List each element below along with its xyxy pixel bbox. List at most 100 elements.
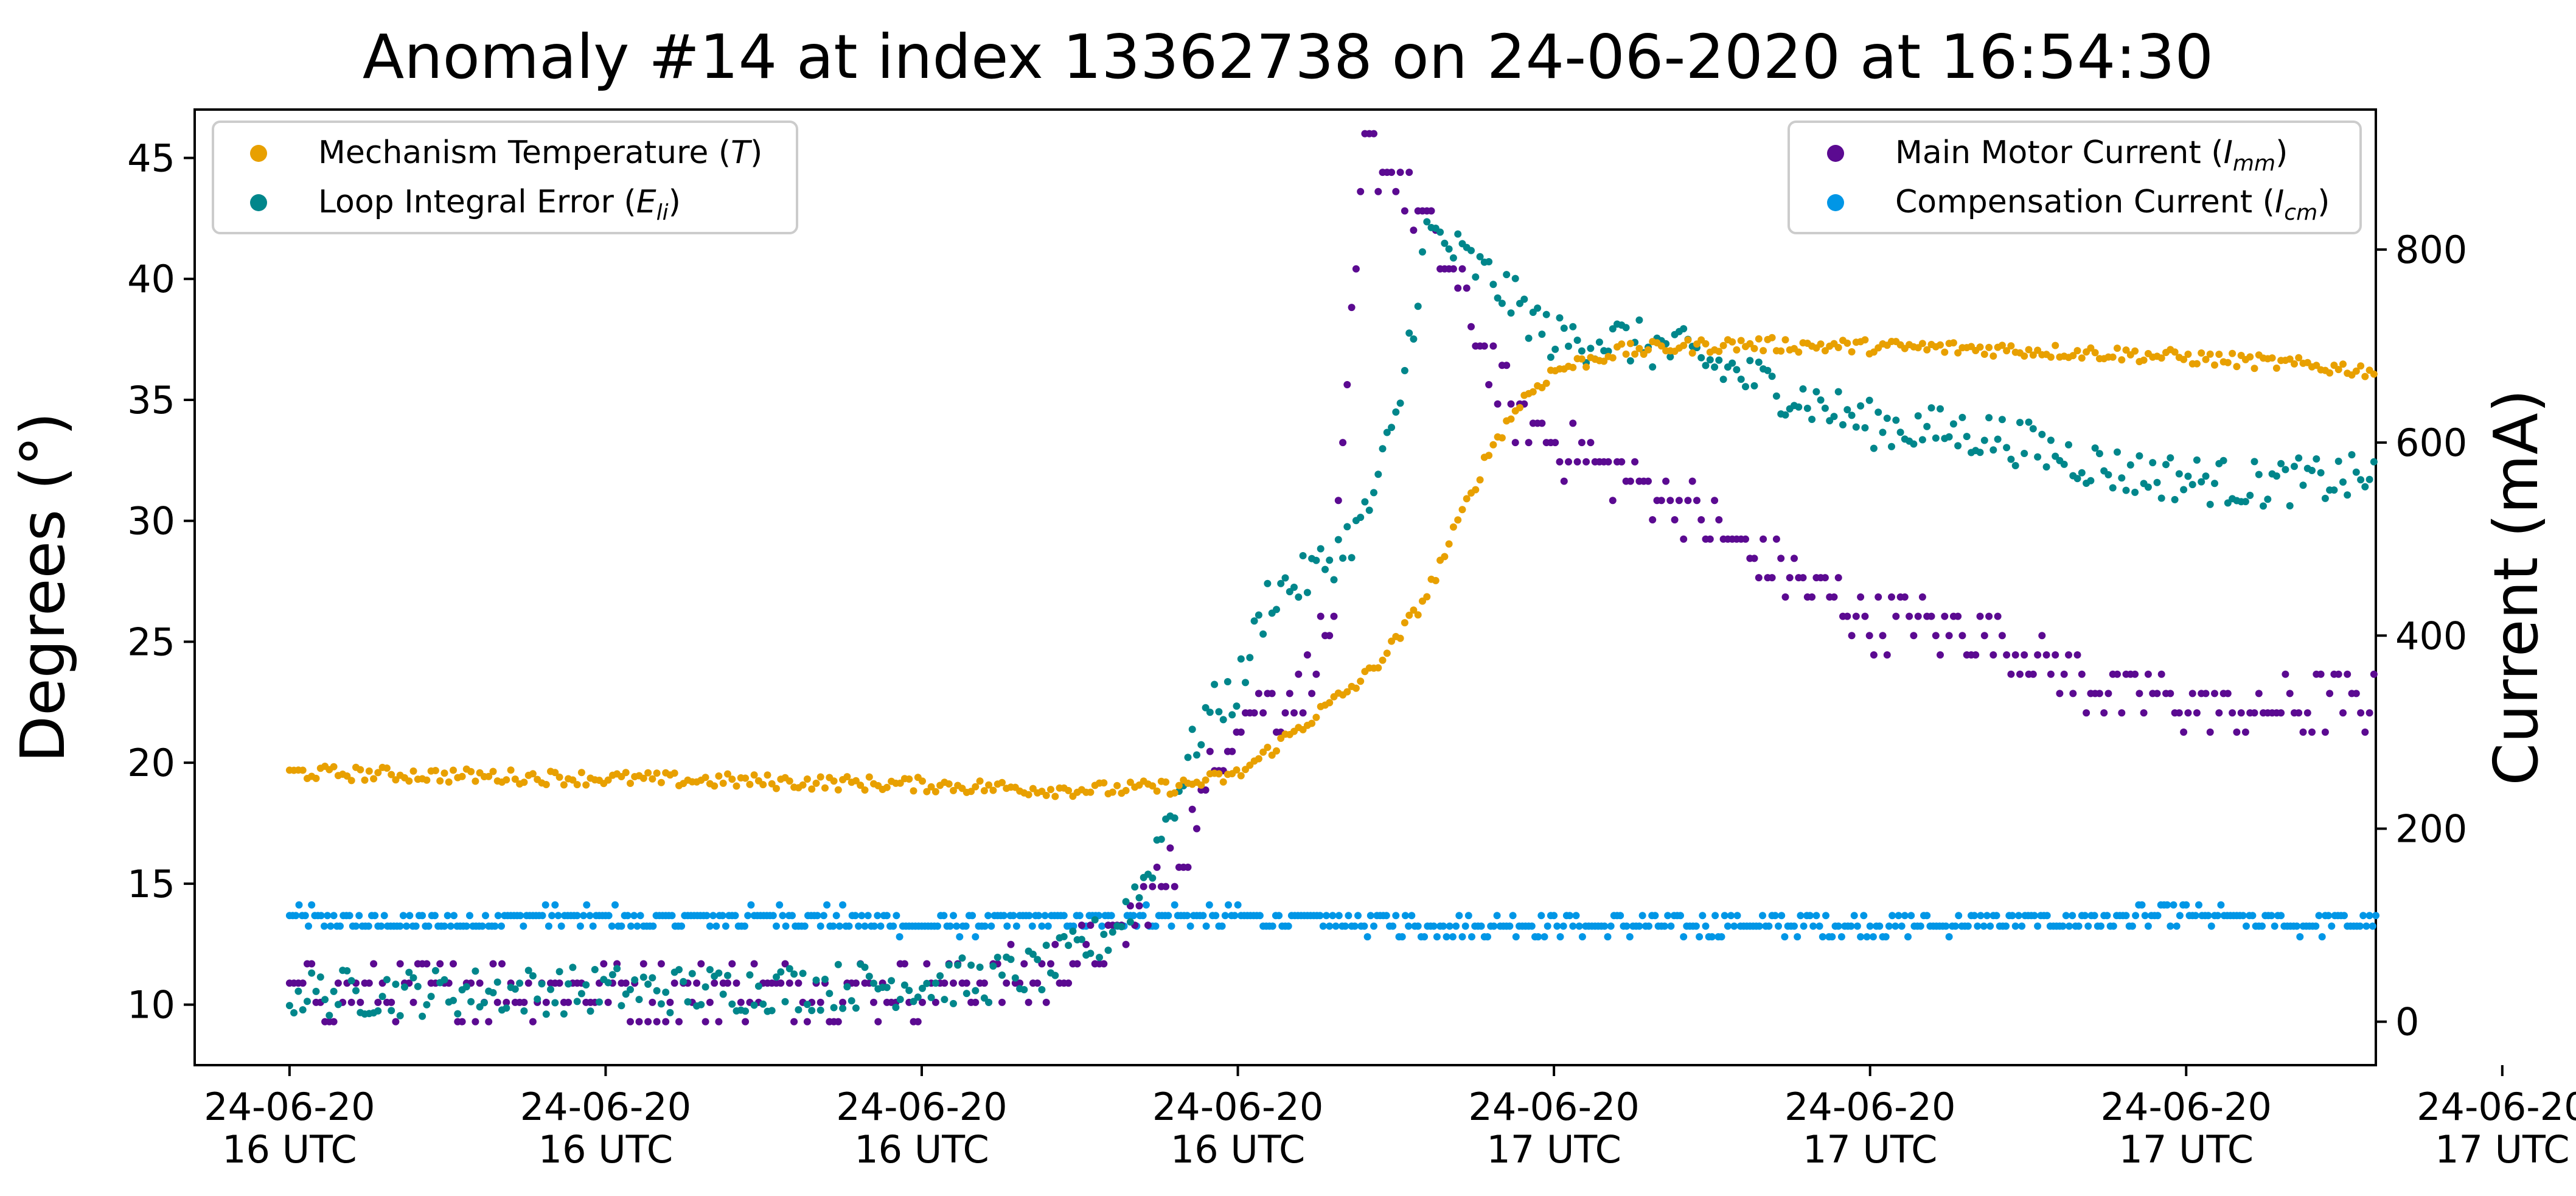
- point-compensation-current-icm: [1904, 933, 1912, 941]
- point-loop-integral-error-eli: [290, 1009, 298, 1016]
- point-main-motor-current-imm: [1556, 458, 1564, 466]
- left-tick-label: 35: [127, 378, 175, 422]
- point-compensation-current-icm: [1461, 922, 1469, 930]
- point-main-motor-current-imm: [644, 1018, 652, 1026]
- point-compensation-current-icm: [317, 912, 325, 920]
- point-loop-integral-error-eli: [839, 1004, 847, 1012]
- point-loop-integral-error-eli: [706, 966, 714, 974]
- point-compensation-current-icm: [1512, 933, 1520, 941]
- point-main-motor-current-imm: [1830, 593, 1838, 601]
- point-mechanism-temperature-t: [1760, 347, 1767, 355]
- point-loop-integral-error-eli: [1051, 971, 1059, 979]
- point-compensation-current-icm: [573, 912, 581, 920]
- point-loop-integral-error-eli: [2272, 472, 2280, 480]
- point-compensation-current-icm: [1604, 933, 1612, 941]
- point-compensation-current-icm: [1572, 912, 1580, 920]
- point-compensation-current-icm: [2030, 912, 2038, 920]
- point-mechanism-temperature-t: [2114, 344, 2121, 352]
- point-compensation-current-icm: [2293, 922, 2301, 930]
- point-mechanism-temperature-t: [392, 776, 400, 784]
- legend-marker-loop-error: [250, 194, 267, 211]
- point-loop-integral-error-eli: [958, 954, 966, 962]
- point-compensation-current-icm: [1986, 922, 1994, 930]
- point-loop-integral-error-eli: [1237, 655, 1245, 663]
- point-loop-integral-error-eli: [2087, 477, 2095, 484]
- point-loop-integral-error-eli: [985, 998, 993, 1006]
- point-loop-integral-error-eli: [1565, 342, 1572, 350]
- point-compensation-current-icm: [2195, 901, 2202, 909]
- point-compensation-current-icm: [1035, 912, 1043, 920]
- point-mechanism-temperature-t: [1821, 347, 1829, 355]
- point-main-motor-current-imm: [2211, 690, 2218, 698]
- point-main-motor-current-imm: [1852, 612, 1860, 620]
- point-compensation-current-icm: [1449, 933, 1457, 941]
- point-main-motor-current-imm: [2100, 709, 2108, 717]
- point-loop-integral-error-eli: [972, 987, 980, 995]
- point-main-motor-current-imm: [1657, 497, 1665, 505]
- point-loop-integral-error-eli: [639, 973, 647, 981]
- point-loop-integral-error-eli: [1746, 357, 1754, 365]
- point-mechanism-temperature-t: [883, 783, 891, 791]
- point-compensation-current-icm: [1708, 933, 1716, 941]
- point-compensation-current-icm: [1797, 912, 1805, 920]
- point-compensation-current-icm: [1446, 922, 1453, 930]
- point-compensation-current-icm: [1366, 912, 1374, 920]
- point-loop-integral-error-eli: [304, 998, 311, 1005]
- point-main-motor-current-imm: [737, 998, 745, 1006]
- point-mechanism-temperature-t: [2109, 353, 2117, 361]
- point-mechanism-temperature-t: [1449, 523, 1457, 531]
- point-compensation-current-icm: [406, 912, 414, 920]
- point-compensation-current-icm: [874, 912, 882, 920]
- point-main-motor-current-imm: [1003, 979, 1011, 987]
- left-axis: 10 15 20 25 30 35 40 45: [127, 136, 195, 1027]
- point-compensation-current-icm: [1168, 922, 1175, 930]
- point-loop-integral-error-eli: [1680, 325, 1688, 333]
- point-main-motor-current-imm: [1494, 400, 1502, 408]
- point-loop-integral-error-eli: [1348, 554, 1356, 562]
- point-compensation-current-icm: [1256, 912, 1264, 920]
- point-mechanism-temperature-t: [2180, 355, 2188, 363]
- point-main-motor-current-imm: [742, 1018, 750, 1026]
- point-main-motor-current-imm: [1388, 169, 1396, 177]
- point-mechanism-temperature-t: [1042, 791, 1050, 799]
- point-mechanism-temperature-t: [2091, 349, 2099, 357]
- point-mechanism-temperature-t: [1781, 336, 1789, 344]
- point-main-motor-current-imm: [1449, 265, 1457, 273]
- point-mechanism-temperature-t: [1432, 576, 1439, 584]
- point-loop-integral-error-eli: [684, 998, 692, 1005]
- point-compensation-current-icm: [2018, 922, 2026, 930]
- point-main-motor-current-imm: [2157, 670, 2165, 678]
- point-main-motor-current-imm: [1684, 497, 1692, 505]
- point-mechanism-temperature-t: [569, 776, 577, 784]
- point-loop-integral-error-eli: [1250, 617, 1258, 625]
- point-mechanism-temperature-t: [1542, 379, 1550, 387]
- point-compensation-current-icm: [1993, 912, 2000, 920]
- point-compensation-current-icm: [1863, 933, 1871, 941]
- point-compensation-current-icm: [1041, 912, 1049, 920]
- point-mechanism-temperature-t: [1463, 495, 1471, 503]
- point-compensation-current-icm: [851, 912, 859, 920]
- point-loop-integral-error-eli: [954, 961, 962, 969]
- point-loop-integral-error-eli: [547, 985, 554, 993]
- point-compensation-current-icm: [1003, 922, 1011, 930]
- point-loop-integral-error-eli: [719, 990, 727, 998]
- point-loop-integral-error-eli: [826, 990, 834, 998]
- point-mechanism-temperature-t: [985, 781, 993, 789]
- point-loop-integral-error-eli: [1892, 416, 1900, 424]
- point-loop-integral-error-eli: [892, 1004, 900, 1012]
- legend-label-loop-error: Loop Integral Error (Eli): [318, 184, 681, 225]
- point-loop-integral-error-eli: [2109, 484, 2117, 492]
- point-loop-integral-error-eli: [1923, 422, 1931, 430]
- point-main-motor-current-imm: [1255, 690, 1262, 698]
- point-main-motor-current-imm: [2056, 690, 2064, 698]
- point-loop-integral-error-eli: [285, 1002, 293, 1010]
- point-main-motor-current-imm: [795, 979, 802, 987]
- point-loop-integral-error-eli: [1273, 606, 1280, 614]
- point-mechanism-temperature-t: [931, 788, 939, 796]
- point-compensation-current-icm: [1791, 922, 1798, 930]
- point-main-motor-current-imm: [1149, 883, 1157, 890]
- point-compensation-current-icm: [1000, 912, 1008, 920]
- point-loop-integral-error-eli: [715, 969, 723, 977]
- point-loop-integral-error-eli: [1007, 956, 1015, 963]
- point-loop-integral-error-eli: [383, 976, 391, 984]
